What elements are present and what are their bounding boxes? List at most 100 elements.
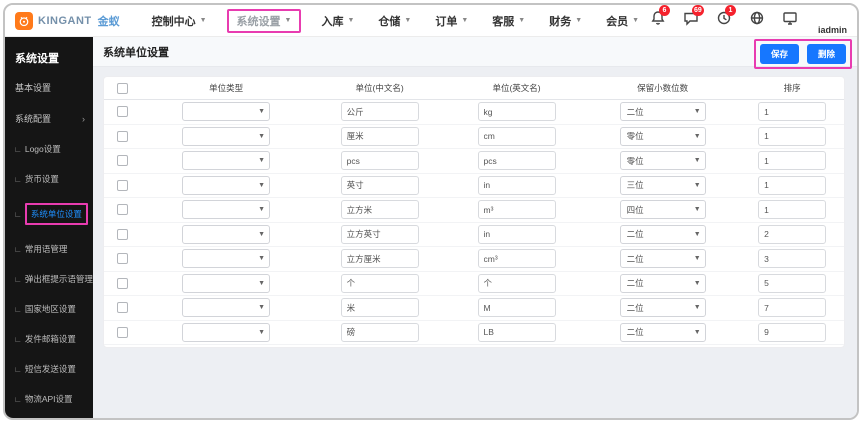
unit-cn-input[interactable] [340,200,419,220]
unit-type-select[interactable]: ▼ [182,151,271,171]
table-row: ▼ 四位 ▼ [104,198,844,223]
bell-icon[interactable]: 6 [650,5,670,27]
sort-input[interactable] [758,151,827,171]
decimal-select[interactable]: 二位 ▼ [619,273,706,293]
unit-en-input[interactable] [477,175,556,195]
logo[interactable]: KINGANT 金蚁 [5,11,120,30]
table-row: ▼ 二位 ▼ [104,247,844,272]
sort-input[interactable] [758,249,827,269]
unit-cn-input[interactable] [340,102,419,122]
unit-type-select[interactable]: ▼ [182,322,271,342]
unit-type-select[interactable]: ▼ [182,126,271,146]
monitor-icon[interactable] [782,10,799,27]
unit-cn-input[interactable] [340,298,419,318]
unit-type-select[interactable]: ▼ [182,298,271,318]
sidebar-item[interactable]: ∟ 弹出框提示语管理 › [5,264,93,294]
sort-input[interactable] [758,224,827,244]
decimal-select[interactable]: 二位 ▼ [619,322,706,342]
chevron-down-icon: ▼ [693,181,701,189]
unit-type-select[interactable]: ▼ [182,273,271,293]
decimal-select[interactable]: 零位 ▼ [619,151,706,171]
decimal-select[interactable]: 二位 ▼ [619,298,706,318]
delete-button[interactable]: 删除 [806,44,846,64]
sort-input[interactable] [758,200,827,220]
unit-en-input[interactable] [477,249,556,269]
unit-cn-input[interactable] [340,151,419,171]
unit-cn-input[interactable] [340,126,419,146]
unit-cn-input[interactable] [340,322,419,342]
sidebar-item-label: 常用语管理 [24,244,68,254]
sort-input[interactable] [758,102,827,122]
nav-item[interactable]: 订单 ▼ [425,9,478,33]
unit-en-input[interactable] [477,224,556,244]
sidebar-item[interactable]: ∟ 货币设置 › [5,164,93,194]
sidebar-item[interactable]: ∟ 短信发送设置 › [5,354,93,384]
sidebar-item[interactable]: ∟ 常用语管理 › [5,234,93,264]
subitem-corner-icon: ∟ [14,274,22,284]
sort-input[interactable] [758,273,827,293]
row-checkbox[interactable] [117,302,128,314]
row-checkbox[interactable] [117,130,128,142]
decimal-select[interactable]: 零位 ▼ [619,126,706,146]
sidebar-item[interactable]: ∟ 系统配置 › [5,103,93,134]
page-header: 系统单位设置 保存 删除 [93,37,857,69]
unit-cn-input[interactable] [340,273,419,293]
nav-item[interactable]: 仓储 ▼ [368,9,421,33]
unit-en-input[interactable] [477,200,556,220]
subitem-corner-icon: ∟ [14,394,22,404]
sidebar-item[interactable]: ∟ Logo设置 › [5,134,93,164]
row-checkbox[interactable] [117,106,128,118]
chat-icon[interactable]: 69 [683,5,704,27]
unit-cn-input[interactable] [340,224,419,244]
unit-type-select[interactable]: ▼ [182,249,271,269]
sort-input[interactable] [758,298,827,318]
sidebar-item[interactable]: ∟ 基本设置 › [5,72,93,103]
decimal-select[interactable]: 二位 ▼ [619,249,706,269]
save-button[interactable]: 保存 [759,44,799,64]
unit-en-input[interactable] [477,273,556,293]
unit-type-select[interactable]: ▼ [182,224,271,244]
row-checkbox[interactable] [117,228,128,240]
sort-input[interactable] [758,126,827,146]
row-checkbox[interactable] [117,155,128,167]
unit-en-input[interactable] [477,126,556,146]
chevron-down-icon: ▼ [693,304,701,312]
clock-icon[interactable]: 1 [716,5,736,27]
unit-en-input[interactable] [477,298,556,318]
nav-item[interactable]: 入库 ▼ [311,9,364,33]
nav-item[interactable]: 系统设置 ▼ [226,8,302,33]
globe-icon[interactable] [749,10,766,27]
decimal-select[interactable]: 四位 ▼ [619,200,706,220]
username[interactable]: iadmin [817,25,847,35]
nav-item[interactable]: 客服 ▼ [482,9,535,33]
decimal-select[interactable]: 二位 ▼ [619,102,706,122]
sidebar-item[interactable]: ∟ 物流API设置 › [5,384,93,414]
row-checkbox[interactable] [117,253,128,265]
sort-input[interactable] [758,322,827,342]
sidebar-item[interactable]: ∟ 发件邮箱设置 › [5,324,93,354]
decimal-select[interactable]: 二位 ▼ [619,224,706,244]
unit-type-select[interactable]: ▼ [182,200,271,220]
unit-en-input[interactable] [477,151,556,171]
row-checkbox[interactable] [117,204,128,216]
unit-type-select[interactable]: ▼ [182,102,271,122]
nav-item[interactable]: 会员 ▼ [596,9,649,33]
unit-type-select[interactable]: ▼ [182,175,271,195]
unit-en-input[interactable] [477,322,556,342]
row-checkbox[interactable] [117,179,128,191]
sort-input[interactable] [758,175,827,195]
select-all-checkbox[interactable] [117,82,128,94]
nav-item[interactable]: 财务 ▼ [539,9,592,33]
unit-cn-input[interactable] [340,249,419,269]
sidebar-title: 系统设置 [15,53,59,65]
row-checkbox[interactable] [117,277,128,289]
nav-item[interactable]: 控制中心 ▼ [142,9,217,33]
row-checkbox[interactable] [117,326,128,338]
unit-en-input[interactable] [477,102,556,122]
header-sort: 排序 [783,83,801,93]
sidebar-item[interactable]: ∟ 系统单位设置 › [5,194,93,234]
decimal-select[interactable]: 三位 ▼ [619,175,706,195]
sidebar-item[interactable]: ∟ 常见问题设置 › [5,414,93,418]
sidebar-item[interactable]: ∟ 国家地区设置 › [5,294,93,324]
unit-cn-input[interactable] [340,175,419,195]
